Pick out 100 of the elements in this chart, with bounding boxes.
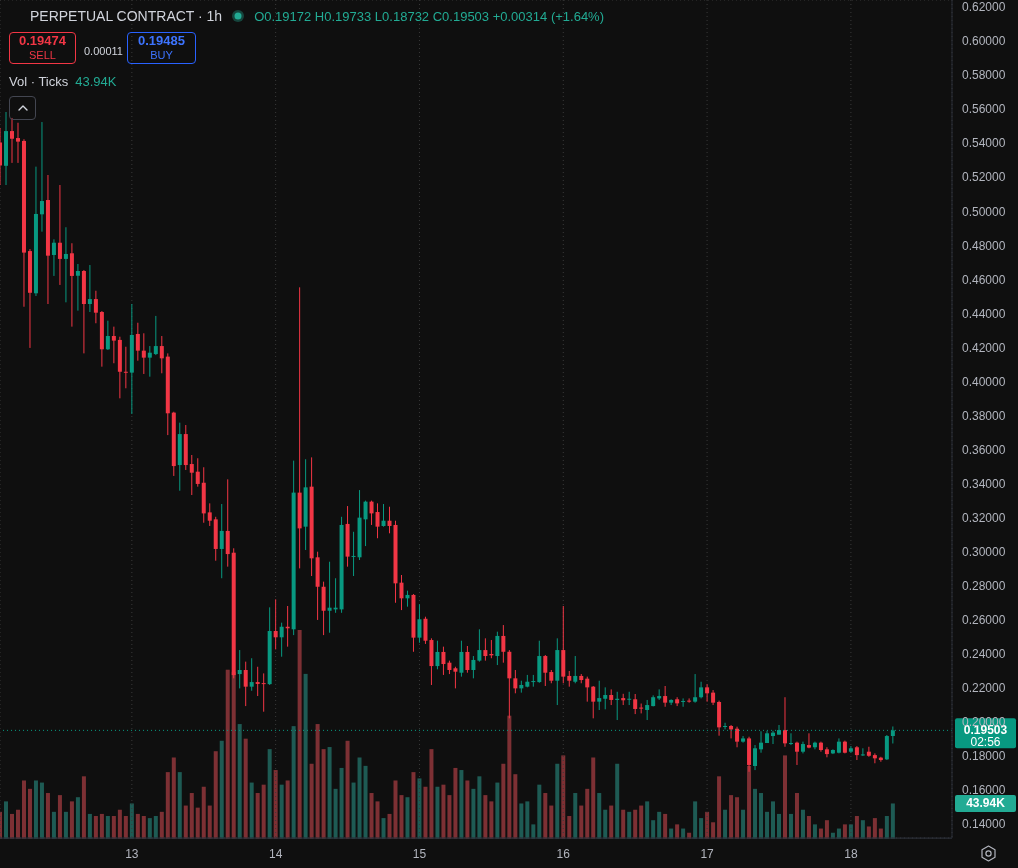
x-tick-label: 16 <box>556 846 571 861</box>
bar <box>483 795 488 839</box>
bar <box>147 818 152 839</box>
bar <box>111 816 116 839</box>
candlestick <box>465 645 470 674</box>
text: O0.19172 H0.19733 L0.18732 C0.19503 +0.00314 (+1.64%) <box>254 8 604 24</box>
bar <box>788 813 793 839</box>
y-tick-label: 0.42000 <box>962 340 1006 355</box>
candlestick <box>501 624 506 664</box>
bar <box>15 809 20 839</box>
candlestick <box>10 117 14 164</box>
candlestick <box>15 122 20 164</box>
bar <box>806 816 811 839</box>
candlestick <box>135 322 140 362</box>
bar <box>333 788 338 839</box>
candlestick <box>273 598 278 650</box>
bar <box>171 757 176 839</box>
bar <box>579 805 584 839</box>
y-tick-label: 0.54000 <box>962 136 1006 151</box>
candlestick <box>321 581 326 636</box>
text: PERPETUAL CONTRACT · 1h <box>30 8 223 24</box>
bar <box>824 820 829 839</box>
y-tick-label: 0.36000 <box>962 442 1006 457</box>
bar <box>39 782 44 839</box>
bar <box>555 763 560 839</box>
bar <box>105 816 110 839</box>
bar <box>771 801 775 839</box>
candlestick <box>483 637 488 662</box>
bar <box>729 795 734 839</box>
bar <box>759 793 764 839</box>
bar <box>93 816 98 839</box>
candlestick <box>633 693 638 715</box>
bar <box>345 740 350 839</box>
x-tick-label: 17 <box>700 846 715 861</box>
bar <box>884 816 889 839</box>
bar <box>4 801 9 839</box>
bar <box>75 797 80 839</box>
candlestick <box>147 345 152 378</box>
candlestick <box>531 674 536 688</box>
bar <box>753 788 758 839</box>
bar <box>261 784 266 839</box>
candlestick <box>51 238 56 277</box>
bar <box>860 820 865 839</box>
bar <box>141 816 146 839</box>
candlestick <box>495 631 500 666</box>
annotation: BUY <box>150 49 173 62</box>
y-tick-label: 0.32000 <box>962 510 1006 525</box>
annotation: 0.19474 <box>19 33 66 50</box>
bar <box>357 757 362 839</box>
candlestick <box>645 699 650 721</box>
candlestick <box>159 335 164 374</box>
candlestick <box>261 672 266 713</box>
bar <box>639 805 644 839</box>
y-tick-label: 0.22000 <box>962 681 1006 696</box>
y-tick-label: 0.30000 <box>962 544 1006 559</box>
bar <box>27 788 32 839</box>
bar <box>291 726 296 839</box>
bar <box>10 813 14 839</box>
candlestick <box>441 646 446 676</box>
bar <box>711 822 716 839</box>
bar <box>854 816 859 839</box>
y-tick-label: 0.50000 <box>962 204 1006 219</box>
bar <box>297 630 302 839</box>
candlestick <box>189 454 194 496</box>
candlestick <box>351 531 356 577</box>
bar <box>339 767 344 839</box>
y-tick-label: 0.44000 <box>962 306 1006 321</box>
candlestick <box>627 691 632 706</box>
bar <box>159 811 164 839</box>
candlestick <box>513 669 518 694</box>
bar <box>453 767 458 839</box>
bar <box>423 786 428 839</box>
bar <box>189 793 194 839</box>
bar <box>597 793 602 839</box>
y-tick-label: 0.34000 <box>962 476 1006 491</box>
bar <box>309 763 314 839</box>
bar <box>633 809 638 839</box>
bar <box>717 776 722 839</box>
y-tick-label: 0.60000 <box>962 34 1006 49</box>
candlestick <box>753 744 758 771</box>
candlestick <box>806 732 811 749</box>
y-tick-label: 0.58000 <box>962 68 1006 83</box>
bar <box>363 765 368 839</box>
candlestick <box>141 332 146 375</box>
bar <box>219 740 224 839</box>
bar <box>225 669 230 839</box>
candlestick <box>477 628 482 663</box>
candlestick <box>243 661 248 707</box>
bar <box>507 715 512 839</box>
bar <box>195 807 200 839</box>
bar <box>645 801 650 839</box>
candlestick <box>884 734 889 761</box>
text: 43.94K <box>966 796 1006 811</box>
candlestick <box>705 683 710 703</box>
bar <box>381 818 386 839</box>
candlestick <box>207 502 212 527</box>
candlestick <box>57 184 62 286</box>
text: 02:56 <box>970 735 1001 750</box>
candlestick <box>105 320 110 351</box>
candlestick <box>872 752 877 764</box>
